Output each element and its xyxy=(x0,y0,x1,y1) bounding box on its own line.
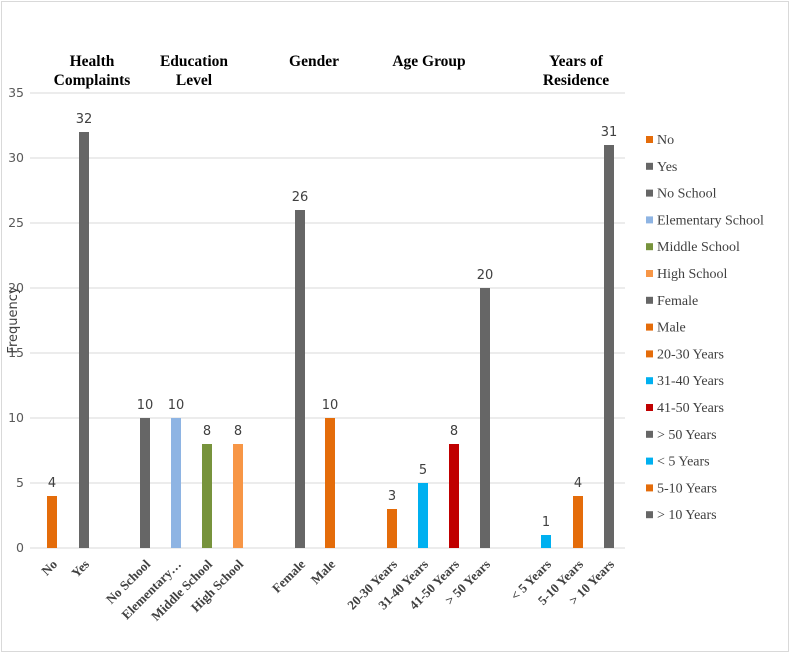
legend-swatch xyxy=(646,216,653,224)
legend-swatch xyxy=(646,350,653,358)
legend-swatch xyxy=(646,457,653,465)
y-tick-label: 30 xyxy=(8,150,24,165)
bar xyxy=(79,132,89,548)
legend-swatch xyxy=(646,430,653,438)
data-label: 8 xyxy=(234,424,242,439)
legend-label: > 10 Years xyxy=(657,508,717,523)
data-label: 32 xyxy=(76,112,93,127)
group-title-line: Complaints xyxy=(54,72,131,89)
group-title: Health Complaints xyxy=(54,53,131,89)
legend-swatch xyxy=(646,296,653,304)
y-tick-label: 35 xyxy=(8,85,24,100)
category-label: Yes xyxy=(68,557,92,581)
legend-label: Male xyxy=(657,321,686,336)
legend-label: No School xyxy=(657,187,717,202)
group-title-line: Education xyxy=(160,53,228,70)
group-title-line: Residence xyxy=(543,72,609,89)
legend-label: 31-40 Years xyxy=(657,374,724,389)
group-title: Education Level xyxy=(160,53,228,89)
legend-swatch xyxy=(646,404,653,411)
category-label: No xyxy=(38,557,60,579)
legend-label: High School xyxy=(657,267,728,282)
y-tick-label: 5 xyxy=(16,475,24,490)
y-axis-label: Frequency xyxy=(6,286,21,353)
legend-label: 20-30 Years xyxy=(657,347,724,362)
legend-swatch xyxy=(646,136,653,143)
legend-label: Middle School xyxy=(657,240,740,255)
y-tick-label: 0 xyxy=(16,540,24,555)
bar xyxy=(233,444,243,548)
bar xyxy=(47,496,57,548)
legend-label: Yes xyxy=(657,160,677,175)
bar xyxy=(295,210,305,548)
category-label: Female xyxy=(269,556,308,595)
bar xyxy=(387,509,397,548)
legend-label: 41-50 Years xyxy=(657,401,724,416)
bar xyxy=(325,418,335,548)
group-title: Years of Residence xyxy=(543,53,609,89)
legend-swatch xyxy=(646,162,653,170)
legend-label: No xyxy=(657,133,674,148)
data-labels: 4 32 10 10 8 8 26 10 3 5 8 20 1 4 31 xyxy=(48,112,617,530)
data-label: 31 xyxy=(601,125,618,140)
data-label: 3 xyxy=(388,489,396,504)
bar xyxy=(480,288,490,548)
bar xyxy=(541,535,551,548)
data-label: 10 xyxy=(168,398,185,413)
legend-label: > 50 Years xyxy=(657,428,717,443)
legend-swatch xyxy=(646,511,653,519)
data-label: 4 xyxy=(574,476,582,491)
y-tick-label: 15 xyxy=(8,345,24,360)
data-label: 4 xyxy=(48,476,56,491)
bars xyxy=(47,132,614,548)
legend-swatch xyxy=(646,243,653,251)
data-label: 10 xyxy=(322,398,339,413)
y-tick-label: 10 xyxy=(8,410,24,425)
group-title: Gender xyxy=(289,53,339,70)
legend-swatch xyxy=(646,189,653,197)
group-title-line: Level xyxy=(176,72,213,89)
data-label: 1 xyxy=(542,515,550,530)
legend: No Yes No School Elementary School Middle Sc… xyxy=(646,133,764,523)
y-axis-ticks: 0 5 10 15 20 25 30 35 xyxy=(8,85,24,555)
bar xyxy=(171,418,181,548)
y-tick-label: 20 xyxy=(8,280,24,295)
legend-swatch xyxy=(646,377,653,385)
group-title-line: Age Group xyxy=(392,53,465,70)
group-title-line: Gender xyxy=(289,53,339,70)
gridlines xyxy=(30,92,625,549)
legend-swatch xyxy=(646,270,653,277)
data-label: 5 xyxy=(419,463,427,478)
data-label: 10 xyxy=(137,398,154,413)
category-label: Male xyxy=(308,556,339,587)
data-label: 8 xyxy=(450,424,458,439)
bar xyxy=(449,444,459,548)
group-titles: Health Complaints Education Level Gender Age … xyxy=(54,53,610,89)
bar xyxy=(418,483,428,548)
legend-label: 5-10 Years xyxy=(657,481,717,496)
legend-label: Elementary School xyxy=(657,213,764,228)
bar xyxy=(202,444,212,548)
y-tick-label: 25 xyxy=(8,215,24,230)
legend-label: < 5 Years xyxy=(657,455,710,470)
legend-swatch xyxy=(646,484,653,492)
bar xyxy=(573,496,583,548)
bar xyxy=(140,418,150,548)
data-label: 8 xyxy=(203,424,211,439)
data-label: 20 xyxy=(477,268,494,283)
group-title: Age Group xyxy=(392,53,465,70)
group-title-line: Health xyxy=(70,53,115,70)
data-label: 26 xyxy=(292,190,309,205)
group-title-line: Years of xyxy=(549,53,604,70)
bar xyxy=(604,145,614,548)
legend-label: Female xyxy=(657,294,698,309)
legend-swatch xyxy=(646,323,653,331)
